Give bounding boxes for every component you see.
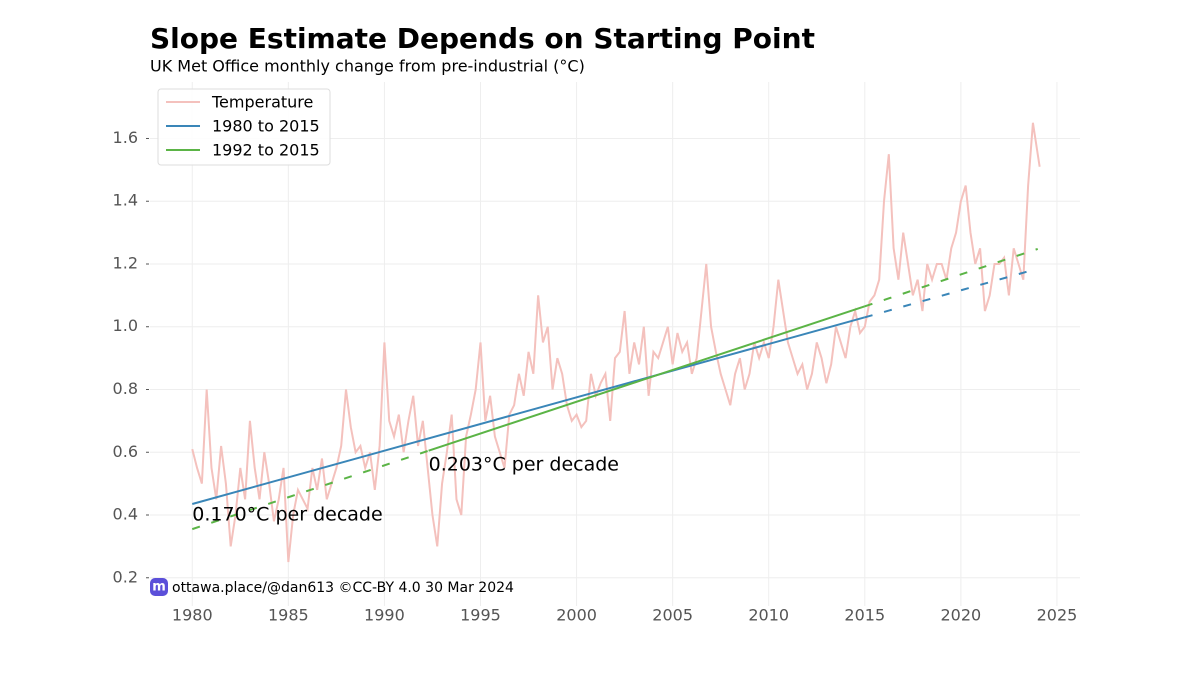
legend-label: Temperature	[211, 93, 313, 112]
y-tick-label: 1.2	[113, 253, 138, 272]
trend-extension	[191, 449, 429, 531]
x-tick-label: 2000	[556, 606, 597, 625]
x-tick-label: 2020	[941, 606, 982, 625]
y-tick-label: 0.4	[113, 505, 138, 524]
legend-frame	[157, 88, 331, 166]
y-tick-label: 1.4	[113, 191, 138, 210]
x-tick-label: 2005	[652, 606, 693, 625]
y-tick-label: 1.6	[113, 128, 138, 147]
chart-title: Slope Estimate Depends on Starting Point	[150, 22, 815, 55]
mastodon-icon-glyph: m	[152, 580, 166, 595]
series-line	[428, 305, 866, 452]
x-tick-label: 2015	[844, 606, 885, 625]
x-tick-label: 2025	[1037, 606, 1078, 625]
series-line	[191, 122, 1041, 563]
y-tick-label: 0.8	[113, 379, 138, 398]
y-tick-label: 0.6	[113, 442, 138, 461]
mastodon-icon	[150, 578, 168, 596]
x-tick-label: 2010	[748, 606, 789, 625]
y-tick-label: 0.2	[113, 567, 138, 586]
annotation: 0.170°C per decade	[192, 504, 382, 526]
x-tick-label: 1985	[268, 606, 309, 625]
legend-label: 1992 to 2015	[212, 141, 320, 160]
legend-label: 1980 to 2015	[212, 117, 320, 136]
legend: Temperature 1980 to 2015 1992 to 2015	[157, 88, 331, 166]
plot: 0.203°C per decade 0.170°C per decade	[191, 122, 1041, 563]
annotation: 0.203°C per decade	[429, 453, 619, 475]
chart-subtitle: UK Met Office monthly change from pre-in…	[150, 57, 585, 76]
x-tick-label: 1990	[364, 606, 405, 625]
x-tick-label: 1980	[172, 606, 213, 625]
x-tick-label: 1995	[460, 606, 501, 625]
credit: ottawa.place/@dan613 ©CC-BY 4.0 30 Mar 2…	[172, 580, 514, 596]
y-tick-label: 1.0	[113, 316, 138, 335]
series-line	[192, 316, 866, 505]
